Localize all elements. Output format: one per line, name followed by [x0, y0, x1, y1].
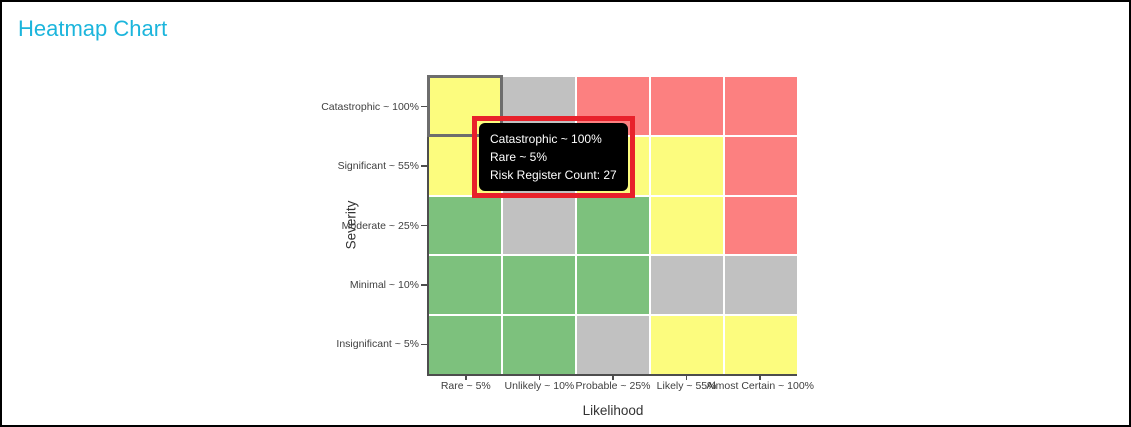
tooltip: Catastrophic ~ 100% Rare ~ 5% Risk Regis… [479, 123, 628, 191]
x-axis-tick [465, 374, 467, 380]
heatmap-cell-r5c1[interactable] [429, 316, 501, 374]
tooltip-count-line: Risk Register Count: 27 [490, 168, 617, 182]
heatmap-cell-r4c4[interactable] [651, 256, 723, 315]
heatmap-cell-r1c5[interactable] [725, 77, 797, 135]
x-axis-tick [612, 374, 614, 380]
y-axis-label: Moderate ~ 25% [341, 219, 419, 232]
y-axis-tick [421, 284, 429, 286]
chart-title: Heatmap Chart [18, 16, 168, 41]
x-axis-label: Almost Certain ~ 100% [706, 380, 815, 392]
heatmap-cell-r1c4[interactable] [651, 77, 723, 135]
x-axis-title: Likelihood [582, 403, 644, 418]
heatmap-cell-r4c3[interactable] [577, 256, 649, 315]
heatmap-cell-r4c5[interactable] [725, 256, 797, 315]
x-axis-label: Unlikely ~ 10% [504, 380, 575, 392]
tooltip-likelihood-line: Rare ~ 5% [490, 150, 548, 164]
heatmap-cell-r5c2[interactable] [503, 316, 575, 374]
y-axis-label: Insignificant ~ 5% [336, 338, 419, 351]
x-axis-tick [759, 374, 761, 380]
tooltip-highlight-annotation: Catastrophic ~ 100% Rare ~ 5% Risk Regis… [472, 116, 635, 198]
y-axis-tick [421, 343, 429, 346]
y-axis-labels: Catastrophic ~ 100% Significant ~ 55% Mode… [232, 77, 419, 374]
heatmap-cell-r3c4[interactable] [651, 196, 723, 255]
tooltip-severity-line: Catastrophic ~ 100% [490, 132, 602, 146]
heatmap-cell-r4c1[interactable] [429, 256, 501, 315]
heatmap-cell-r5c3[interactable] [577, 316, 649, 374]
heatmap-cell-r3c1[interactable] [429, 196, 501, 255]
x-axis-label: Probable ~ 25% [575, 380, 651, 392]
y-axis-tick [421, 165, 429, 167]
heatmap-cell-r5c4[interactable] [651, 316, 723, 374]
heatmap-cell-r3c5[interactable] [725, 196, 797, 255]
heatmap-cell-r5c5[interactable] [725, 316, 797, 374]
y-axis-label: Significant ~ 55% [337, 160, 419, 173]
x-axis-tick [538, 374, 541, 380]
x-axis-label: Likely ~ 55% [656, 380, 717, 392]
x-axis-labels: Rare ~ 5% Unlikely ~ 10% Probable ~ 25% Lik… [429, 380, 815, 392]
heatmap-cell-r2c5[interactable] [725, 136, 797, 195]
heatmap-cell-r3c2[interactable] [503, 196, 575, 255]
x-axis-tick [685, 374, 688, 380]
y-axis-tick [421, 224, 429, 227]
heatmap-cell-r2c4[interactable] [651, 136, 723, 195]
y-axis-label: Minimal ~ 10% [349, 278, 419, 291]
heatmap-cell-r3c3[interactable] [577, 196, 649, 255]
y-axis-tick [421, 105, 429, 108]
heatmap-cell-r4c2[interactable] [503, 256, 575, 315]
x-axis-label: Rare ~ 5% [440, 380, 491, 392]
y-axis-label: Catastrophic ~ 100% [321, 100, 419, 113]
